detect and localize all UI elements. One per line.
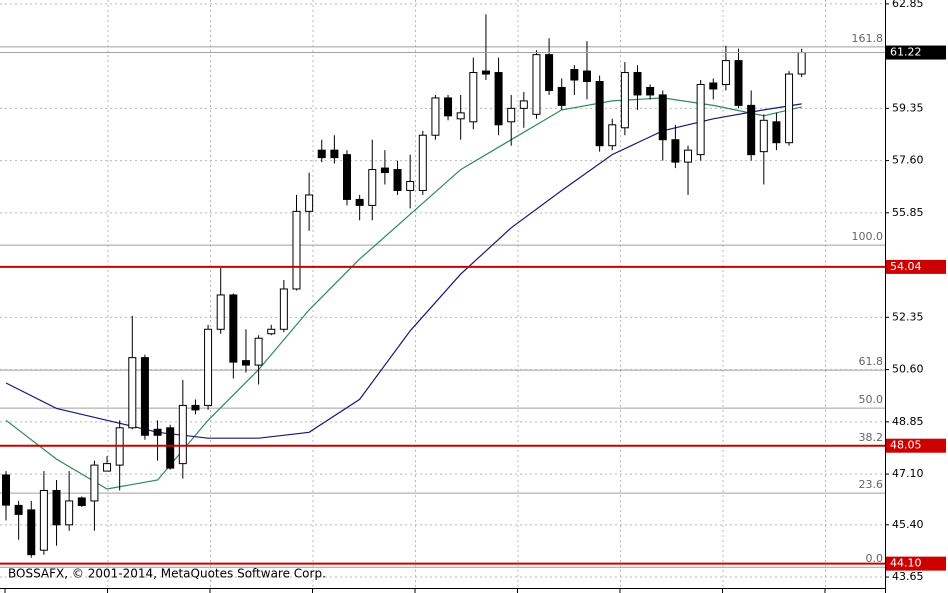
current-price-label: 61.22 — [890, 46, 922, 59]
candle-body — [759, 119, 768, 153]
candle-body — [317, 149, 326, 159]
fib-label: 50.0 — [859, 393, 884, 406]
moving-average — [5, 97, 802, 490]
candle-body — [406, 181, 415, 191]
candle-body — [267, 328, 276, 335]
candle-body — [393, 169, 402, 191]
y-tick-label: 48.85 — [892, 415, 924, 428]
candle-body — [241, 360, 250, 366]
y-tick-label: 47.10 — [892, 467, 924, 480]
y-tick-label: 43.65 — [892, 570, 924, 583]
fib-label: 100.0 — [852, 230, 884, 243]
candle-body — [65, 500, 74, 526]
candle-body — [77, 497, 86, 506]
candle-body — [671, 139, 680, 163]
candle-body — [166, 427, 175, 469]
candle-body — [444, 97, 453, 117]
candle-body — [734, 60, 743, 106]
candle-body — [494, 72, 503, 126]
candle-body — [39, 489, 48, 551]
fib-label: 61.8 — [859, 355, 884, 368]
level-price-box — [886, 259, 946, 274]
candle-body — [633, 72, 642, 96]
candle-body — [772, 121, 781, 144]
candle-body — [90, 464, 99, 502]
candle-body — [469, 72, 478, 123]
y-tick-label: 59.35 — [892, 101, 924, 114]
candle-body — [305, 194, 314, 212]
candle-body — [532, 54, 541, 115]
candle-body — [343, 154, 352, 200]
candle-body — [355, 198, 364, 206]
candle-body — [519, 100, 528, 109]
candle-body — [747, 104, 756, 156]
candle-body — [153, 428, 162, 436]
candle-body — [204, 328, 213, 406]
candle-body — [721, 60, 730, 85]
y-tick-label: 50.60 — [892, 363, 924, 376]
candle-body — [481, 70, 490, 75]
candle-body — [595, 80, 604, 147]
candle-body — [797, 52, 806, 75]
fib-label: 0.0 — [866, 552, 884, 565]
candle-body — [431, 97, 440, 136]
y-tick-label: 62.85 — [892, 0, 924, 10]
level-price-label: 48.05 — [890, 439, 922, 452]
candle-body — [330, 149, 339, 159]
candle-body — [103, 463, 112, 472]
candle-body — [27, 509, 36, 556]
fib-label: 161.8 — [852, 32, 884, 45]
candle-body — [545, 54, 554, 91]
y-tick-label: 57.60 — [892, 154, 924, 167]
candle-body — [178, 404, 187, 465]
fib-label: 23.6 — [859, 478, 884, 491]
footer: BOSSAFX, © 2001-2014, MetaQuotes Softwar… — [8, 567, 326, 581]
candle-body — [418, 134, 427, 191]
level-price-box — [886, 556, 946, 571]
candle-body — [507, 107, 516, 123]
candle-body — [368, 169, 377, 206]
candle-body — [191, 404, 200, 411]
candle-body — [279, 288, 288, 330]
candle-body — [52, 489, 61, 526]
candle-body — [582, 70, 591, 82]
candle-body — [785, 73, 794, 144]
candle-body — [646, 86, 655, 96]
candle-body — [696, 83, 705, 156]
candle-body — [620, 72, 629, 129]
candle-body — [658, 94, 667, 141]
candle-body — [2, 474, 10, 506]
candle-body — [292, 210, 301, 290]
moving-average — [5, 103, 802, 439]
candle-body — [557, 86, 566, 106]
candle-body — [14, 504, 23, 515]
candle-body — [229, 294, 238, 363]
current-price-box — [886, 45, 946, 60]
candle-body — [254, 337, 263, 366]
candle-body — [570, 69, 579, 81]
level-price-box — [886, 438, 946, 453]
fib-label: 38.2 — [859, 431, 884, 444]
candle-body — [380, 167, 389, 174]
y-tick-label: 52.35 — [892, 310, 924, 323]
candle-body — [216, 294, 225, 330]
level-price-label: 44.10 — [890, 557, 922, 570]
candle-body — [140, 357, 149, 436]
candle-body — [709, 82, 718, 90]
y-tick-label: 45.40 — [892, 518, 924, 531]
vertical-grid — [107, 0, 826, 588]
y-tick-label: 55.85 — [892, 206, 924, 219]
candle-body — [456, 112, 465, 120]
level-price-label: 54.04 — [890, 260, 922, 273]
candle-body — [608, 124, 617, 147]
candle-body — [684, 149, 693, 163]
candle-body — [128, 357, 137, 429]
